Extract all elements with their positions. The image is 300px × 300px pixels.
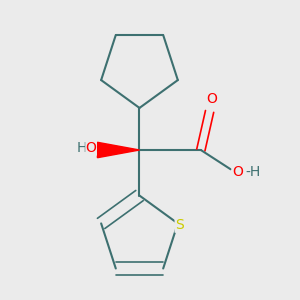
Text: O: O [232, 165, 243, 179]
Text: S: S [175, 218, 184, 232]
Text: O: O [86, 141, 97, 155]
Text: -H: -H [246, 165, 261, 179]
Text: O: O [206, 92, 217, 106]
Polygon shape [98, 142, 140, 158]
Text: H: H [76, 141, 87, 155]
